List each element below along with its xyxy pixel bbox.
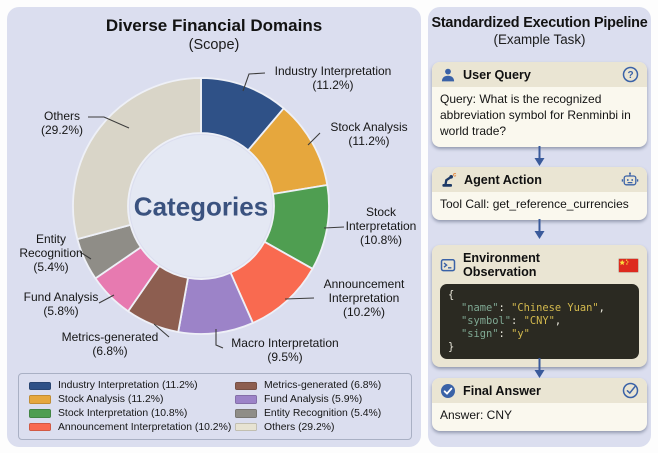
label-leader-line	[98, 294, 115, 304]
pie-slice	[72, 77, 202, 241]
final-answer-body: Answer: CNY	[440, 408, 513, 422]
donut-center-label: Categories	[133, 191, 269, 222]
label-leader-line	[242, 72, 266, 92]
legend-swatch	[29, 422, 51, 432]
agent-action-header: c Agent Action	[432, 167, 647, 192]
user-icon	[440, 67, 456, 83]
code-key: "name"	[461, 302, 499, 314]
legend-label: Metrics-generated (6.8%)	[264, 380, 382, 392]
pie-slice-label: Industry Interpretation (11.2%)	[274, 64, 392, 92]
code-brace-close: }	[448, 341, 455, 353]
check-circle-outline-icon	[622, 382, 639, 399]
pie-slice-label: Macro Interpretation (9.5%)	[231, 336, 339, 364]
svg-text:?: ?	[627, 70, 633, 81]
code-sep: :	[511, 315, 524, 327]
label-leader-line	[153, 323, 170, 338]
legend-item: Announcement Interpretation (10.2%)	[29, 420, 235, 434]
legend-label: Announcement Interpretation (10.2%)	[58, 421, 232, 433]
legend-box: Industry Interpretation (11.2%) Stock Ana…	[18, 373, 412, 440]
legend-label: Entity Recognition (5.4%)	[264, 407, 382, 419]
left-panel-subtitle: (Scope)	[188, 37, 240, 53]
legend-swatch	[29, 381, 51, 391]
legend-swatch	[29, 409, 51, 418]
pie-slice-label: Stock Interpretation (10.8%)	[345, 205, 417, 247]
environment-observation-card: Environment Observation { "name": "Chine…	[432, 245, 647, 367]
donut-chart	[72, 72, 345, 349]
label-leader-line	[215, 329, 224, 349]
legend-item: Entity Recognition (5.4%)	[235, 407, 403, 421]
legend-item: Others (29.2%)	[235, 420, 403, 434]
code-sep: :	[498, 328, 512, 340]
pie-slice-label: Stock Analysis (11.2%)	[330, 120, 408, 148]
code-comma: ,	[598, 302, 605, 314]
legend-swatch	[235, 409, 257, 418]
final-answer-header: Final Answer	[432, 378, 647, 403]
label-leader-line	[323, 226, 345, 229]
legend-item: Fund Analysis (5.9%)	[235, 393, 403, 407]
pie-slice-label: Announcement Interpretation (10.2%)	[323, 277, 405, 319]
code-value: "y"	[511, 328, 530, 340]
label-leader-line	[284, 297, 315, 300]
code-comma: ,	[554, 315, 562, 327]
pie-slice-label: Others (29.2%)	[40, 109, 84, 137]
code-key: "symbol"	[461, 315, 512, 327]
user-query-header: User Query ?	[432, 62, 647, 87]
terminal-icon	[440, 257, 456, 273]
arrow-down-2	[531, 219, 548, 240]
right-panel-subtitle: (Example Task)	[493, 32, 586, 47]
right-panel-title: Standardized Execution Pipeline	[431, 15, 648, 31]
agent-action-card: c Agent Action	[432, 167, 647, 220]
legend-swatch	[235, 381, 257, 391]
agent-action-body: Tool Call: get_reference_currencies	[440, 197, 629, 211]
code-value: "Chinese Yuan"	[511, 302, 599, 314]
label-leader-line	[88, 116, 130, 129]
legend-label: Stock Analysis (11.2%)	[58, 394, 164, 406]
user-query-body: Query: What is the recognized abbreviati…	[440, 92, 631, 138]
code-sep: :	[498, 302, 512, 314]
legend-item: Metrics-generated (6.8%)	[235, 379, 403, 393]
execution-pipeline-panel: Standardized Execution Pipeline (Example…	[428, 7, 651, 447]
svg-text:c: c	[453, 172, 457, 178]
donut-hole	[130, 135, 272, 277]
legend-label: Industry Interpretation (11.2%)	[58, 380, 198, 392]
json-code-block: { "name": "Chinese Yuan", "symbol": "CNY…	[440, 284, 639, 359]
label-leader-line	[307, 132, 321, 146]
legend-swatch	[235, 422, 257, 432]
legend-label: Fund Analysis (5.9%)	[264, 394, 363, 406]
left-panel-title: Diverse Financial Domains	[105, 16, 323, 35]
legend-label: Others (29.2%)	[264, 421, 335, 433]
environment-observation-header: Environment Observation	[432, 245, 647, 283]
code-value: "CNY"	[523, 315, 555, 327]
robot-face-icon	[621, 171, 639, 188]
legend-item: Stock Interpretation (10.8%)	[29, 407, 235, 421]
user-query-card: User Query ? Query: What is the recogniz…	[432, 62, 647, 147]
agent-action-title: Agent Action	[464, 172, 542, 187]
pie-slice-label: Metrics-generated (6.8%)	[61, 330, 159, 358]
legend-swatch	[29, 395, 51, 404]
arrow-down-3	[531, 358, 548, 379]
china-flag-icon	[618, 257, 639, 273]
environment-observation-title: Environment Observation	[463, 251, 540, 279]
legend-item: Stock Analysis (11.2%)	[29, 393, 235, 407]
robot-arm-icon: c	[440, 172, 457, 188]
final-answer-title: Final Answer	[463, 383, 541, 398]
final-answer-card: Final Answer Answer: CNY	[432, 378, 647, 431]
legend-item: Industry Interpretation (11.2%)	[29, 379, 235, 393]
question-circle-icon: ?	[622, 66, 639, 83]
check-circle-solid-icon	[440, 383, 456, 399]
arrow-down-1	[531, 146, 548, 167]
legend-label: Stock Interpretation (10.8%)	[58, 407, 188, 419]
code-brace-open: {	[448, 289, 455, 301]
legend-swatch	[235, 395, 257, 404]
label-leader-line	[79, 251, 92, 260]
pie-slice-label: Entity Recognition (5.4%)	[19, 232, 83, 274]
code-key: "sign"	[461, 328, 499, 340]
user-query-title: User Query	[463, 67, 531, 82]
pie-slice-label: Fund Analysis (5.8%)	[23, 290, 99, 318]
financial-domains-panel: Diverse Financial Domains (Scope) Indust…	[7, 7, 421, 447]
